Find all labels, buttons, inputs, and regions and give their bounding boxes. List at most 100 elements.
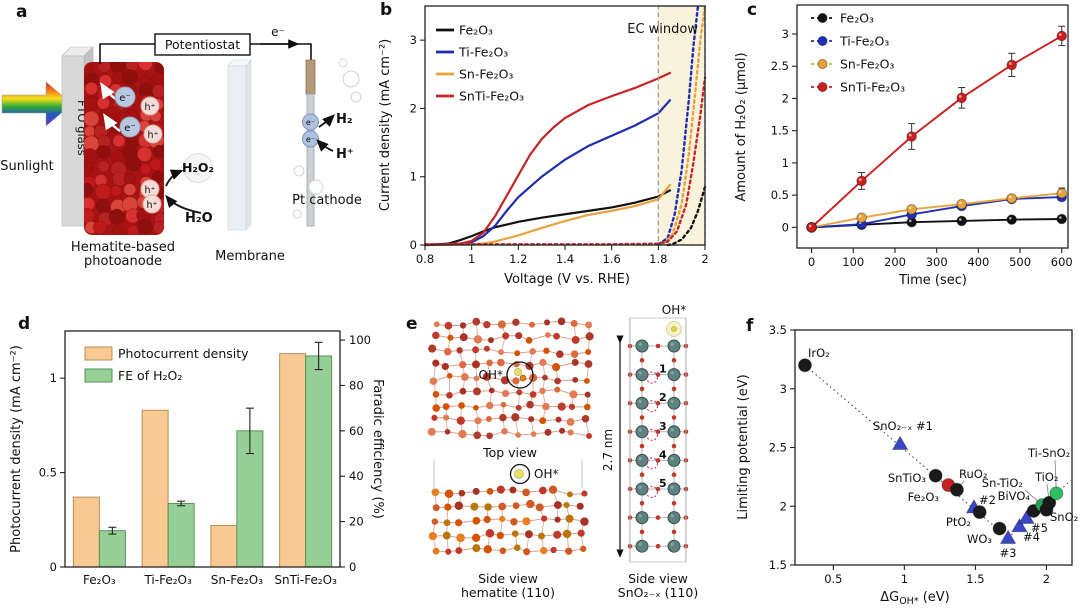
category-label: Sn-Fe₂O₃	[211, 573, 263, 587]
data-point	[1057, 31, 1067, 41]
point-SnTiO₃	[929, 469, 942, 482]
svg-text:1: 1	[410, 170, 417, 184]
y-axis-label: Limiting potential (eV)	[736, 374, 751, 519]
svg-text:2: 2	[780, 499, 787, 513]
svg-text:5: 5	[659, 477, 667, 490]
svg-text:1: 1	[50, 371, 57, 385]
point-PtO₂	[973, 506, 986, 519]
legend-item: SnTi-Fe₂O₃	[840, 80, 905, 95]
category-label: SnTi-Fe₂O₃	[274, 573, 337, 587]
svg-text:1: 1	[782, 156, 789, 170]
svg-text:1.2: 1.2	[509, 252, 527, 266]
point-label: BiVO₄	[998, 489, 1031, 503]
svg-text:0: 0	[349, 560, 356, 574]
y-axis-label-right: Faradic efficiency (%)	[370, 379, 385, 519]
data-point	[907, 205, 917, 215]
series-Fe₂O₃	[425, 190, 670, 245]
point-WO₃	[993, 522, 1006, 535]
point-label: Fe₂O₃	[908, 490, 940, 504]
svg-text:3: 3	[410, 33, 417, 47]
side-view-hematite-label-1: Side view	[478, 571, 538, 586]
svg-text:1.4: 1.4	[556, 252, 574, 266]
hole-label: h⁺	[146, 200, 157, 211]
data-point	[1007, 194, 1017, 204]
svg-text:2.5: 2.5	[769, 441, 787, 455]
legend-item: Fe₂O₃	[459, 23, 493, 38]
data-point	[1057, 214, 1067, 224]
data-point	[1007, 215, 1017, 225]
membrane-front	[228, 66, 246, 230]
svg-text:3: 3	[659, 420, 667, 433]
h2-label: H₂	[336, 112, 353, 127]
membrane-side	[246, 60, 251, 230]
bar-fe	[168, 503, 194, 567]
panel-letter-c: c	[747, 0, 757, 20]
point-label: PtO₂	[946, 515, 971, 529]
panel-a-schematic: a Sunlight FTO glass e⁻ e⁻ h⁺	[0, 0, 375, 300]
x-axis-label: ΔGOH* (eV)	[880, 590, 950, 607]
y-axis-label: Amount of H₂O₂ (μmol)	[734, 52, 749, 201]
data-point	[957, 216, 967, 226]
svg-text:1: 1	[468, 252, 475, 266]
pt-cathode-cap	[306, 60, 315, 94]
svg-text:0.5: 0.5	[824, 572, 842, 586]
svg-text:0: 0	[808, 255, 815, 269]
hplus-to-electron-arrow	[318, 141, 333, 151]
panel-letter-e: e	[406, 314, 418, 334]
electron-to-h2-arrow	[319, 116, 333, 127]
point-IrO₂	[798, 359, 811, 372]
category-label: Fe₂O₃	[83, 573, 116, 587]
y-axis-label: Current density (mA cm⁻²)	[378, 39, 393, 211]
oh-star-label: OH*	[479, 368, 503, 382]
svg-text:2: 2	[701, 252, 708, 266]
panel-letter-b: b	[380, 0, 392, 20]
svg-text:3.5: 3.5	[769, 323, 787, 337]
hole-label: h⁺	[144, 102, 155, 113]
svg-text:2: 2	[1043, 572, 1050, 586]
legend-item: FE of H₂O₂	[118, 368, 182, 383]
pt-cathode-label: Pt cathode	[292, 193, 362, 208]
oh-atom	[520, 375, 526, 381]
side-view-hematite-label-2: hematite (110)	[461, 585, 555, 600]
sunlight-label: Sunlight	[0, 159, 54, 174]
membrane-label: Membrane	[215, 249, 285, 264]
h2o2-label: H₂O₂	[182, 160, 214, 175]
svg-text:1.5: 1.5	[771, 124, 789, 138]
svg-text:200: 200	[884, 255, 906, 269]
legend-item: Ti-Fe₂O₃	[458, 45, 508, 60]
data-point	[1057, 188, 1067, 198]
legend-item: SnTi-Fe₂O₃	[459, 89, 524, 104]
svg-text:3: 3	[780, 382, 787, 396]
oh-star-label: OH*	[662, 303, 686, 317]
point-label: SnTiO₃	[888, 471, 927, 485]
svg-text:1.8: 1.8	[649, 252, 667, 266]
data-point	[957, 199, 967, 209]
svg-text:100: 100	[349, 333, 371, 347]
electron-label: e⁻	[124, 123, 135, 134]
panel-letter-f: f	[746, 316, 753, 336]
point-label: #5	[1031, 521, 1048, 535]
oh-atom	[515, 470, 524, 479]
schematic-canvas: Sunlight FTO glass e⁻ e⁻ h⁺ h⁺ h⁺ h⁺ H₂O…	[0, 0, 375, 300]
data-point	[957, 93, 967, 103]
svg-text:20: 20	[349, 515, 364, 529]
svg-text:2: 2	[782, 91, 789, 105]
panel-letter-d: d	[18, 314, 30, 334]
hole-to-h2o2-arrow	[166, 171, 181, 186]
photoanode-label-2: photoanode	[84, 254, 162, 269]
point-RuO₂	[950, 483, 963, 496]
svg-text:0.5: 0.5	[39, 466, 57, 480]
oh-atom	[515, 369, 522, 376]
svg-text:100: 100	[842, 255, 864, 269]
point-label: Sn-TiO₂	[982, 476, 1023, 490]
electron-label: e⁻	[306, 135, 315, 144]
data-point	[1007, 60, 1017, 70]
potentiostat-label: Potentiostat	[165, 37, 240, 52]
